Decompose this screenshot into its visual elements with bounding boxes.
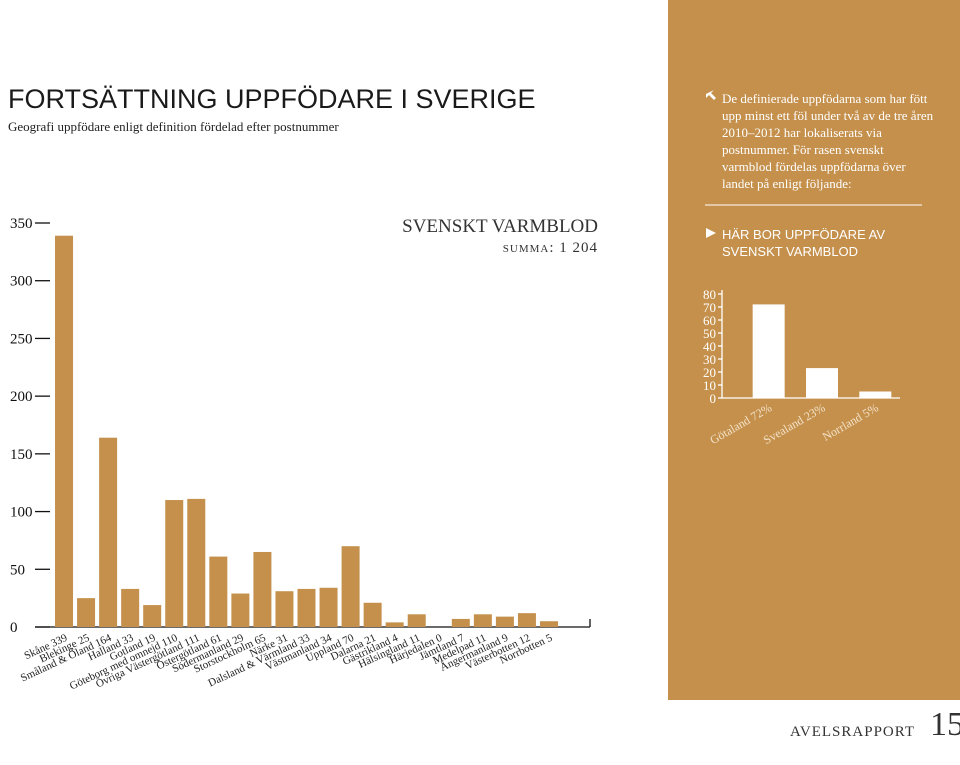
value-label: 9 <box>500 632 511 645</box>
value-label: 29 <box>231 632 246 648</box>
value-label: 31 <box>275 632 290 648</box>
bar <box>253 551 272 627</box>
bar <box>407 614 426 627</box>
value-label: 4 <box>390 632 401 645</box>
bar <box>297 588 316 627</box>
value-label: 12 <box>517 632 532 648</box>
y-tick-label: 300 <box>10 274 33 290</box>
category-name: Götaland <box>707 413 752 447</box>
bar <box>495 616 514 627</box>
bar <box>143 605 162 627</box>
category-label: Norrland 5% <box>820 400 881 443</box>
value-label: 11 <box>407 632 422 647</box>
value-label: 19 <box>142 632 157 648</box>
y-tick-label: 40 <box>703 339 716 354</box>
icon <box>706 90 716 100</box>
chart-title: SVENSKT VARMBLOD <box>402 216 598 237</box>
y-tick-label: 350 <box>10 216 33 232</box>
page-title: FORTSÄTTNING UPPFÖDARE I SVERIGE <box>8 84 536 114</box>
y-tick-label: 60 <box>703 313 716 328</box>
y-tick-label: 80 <box>703 287 716 302</box>
value-label: 0 <box>434 632 445 645</box>
bar <box>451 618 470 627</box>
bar <box>341 546 360 627</box>
side-panel <box>668 0 960 700</box>
chart-subtitle: summa: 1 204 <box>502 240 598 256</box>
bar <box>385 622 404 627</box>
category-name: Svealand <box>761 413 806 447</box>
bar <box>187 498 206 627</box>
bar <box>859 391 892 398</box>
bar <box>121 588 140 627</box>
value-label: 33 <box>297 632 312 648</box>
bar <box>77 598 96 627</box>
bar <box>275 591 294 627</box>
value-label: 25 <box>76 632 91 648</box>
value-label: 5% <box>860 400 881 420</box>
value-label: 70 <box>341 632 356 648</box>
bar <box>363 602 382 627</box>
bar <box>539 621 558 627</box>
bar <box>319 587 338 627</box>
value-label: 65 <box>253 632 268 648</box>
footer-section: AVELSRAPPORT <box>790 724 916 740</box>
y-tick-label: 100 <box>10 505 33 521</box>
y-tick-label: 0 <box>710 391 717 406</box>
page-subtitle: Geografi uppfödare enligt definition för… <box>8 119 339 134</box>
value-label: 33 <box>120 632 135 648</box>
arrow-icon <box>706 228 716 238</box>
bar <box>517 613 536 627</box>
bar <box>209 556 228 627</box>
bar <box>165 500 184 627</box>
y-tick-label: 150 <box>10 447 33 463</box>
y-tick-label: 30 <box>703 352 716 367</box>
intro-text: De definierade uppfödarna som har fött u… <box>722 91 934 191</box>
bar <box>752 304 785 398</box>
y-tick-label: 20 <box>703 365 716 380</box>
value-label: 61 <box>209 632 224 648</box>
value-label: 5 <box>544 632 555 645</box>
value-label: 72% <box>748 400 774 423</box>
value-label: 21 <box>363 632 378 648</box>
y-tick-label: 50 <box>703 326 716 341</box>
y-tick-label: 70 <box>703 300 716 315</box>
chart-title: HÄR BOR UPPFÖDARE AV SVENSKT VARMBLOD <box>722 227 886 259</box>
value-label: 7 <box>456 632 467 645</box>
value-label: 23% <box>801 400 827 423</box>
y-tick-label: 250 <box>10 331 33 347</box>
bar <box>473 614 492 627</box>
y-tick-label: 10 <box>703 378 716 393</box>
page-number: 15 <box>930 706 960 743</box>
value-label: 34 <box>319 632 334 648</box>
value-label: 11 <box>473 632 488 647</box>
y-tick-label: 200 <box>10 389 33 405</box>
bar <box>231 593 250 627</box>
y-tick-label: 0 <box>10 620 18 636</box>
bar <box>55 235 74 627</box>
category-name: Norrland <box>820 410 865 444</box>
bar <box>806 368 838 398</box>
bar <box>99 437 118 627</box>
y-tick-label: 50 <box>10 562 25 578</box>
